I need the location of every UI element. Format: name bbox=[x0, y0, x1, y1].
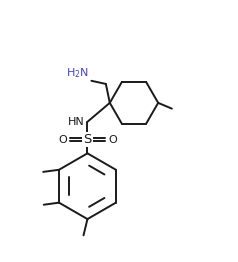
Text: O: O bbox=[58, 135, 67, 145]
Text: H$_2$N: H$_2$N bbox=[66, 66, 89, 80]
Text: S: S bbox=[83, 133, 92, 146]
Text: HN: HN bbox=[68, 117, 84, 127]
Text: O: O bbox=[108, 135, 117, 145]
